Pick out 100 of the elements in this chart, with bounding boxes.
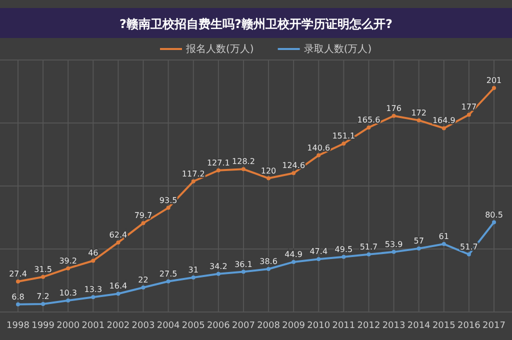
point: [216, 168, 220, 172]
point: [416, 118, 421, 122]
point: [191, 179, 196, 184]
legend-label: 报名人数(万人): [185, 43, 254, 55]
x-tick-label: 2000: [56, 321, 80, 331]
data-label: 201: [486, 76, 502, 85]
x-tick-label: 2007: [232, 321, 255, 331]
data-label: 120: [260, 166, 276, 176]
x-tick-label: 2015: [432, 321, 456, 331]
data-label: 31: [188, 265, 198, 274]
point: [41, 302, 46, 306]
data-label: 16.4: [109, 282, 128, 291]
x-tick-label: 2001: [82, 321, 105, 331]
data-label: 177: [461, 102, 477, 112]
chart-title: ?赣南卫校招自费生吗?赣州卫校开学历证明怎么开?: [120, 17, 392, 31]
x-tick-label: 2002: [106, 321, 130, 331]
point: [442, 242, 446, 246]
point: [492, 220, 496, 224]
data-label: 47.4: [310, 247, 328, 256]
data-label: 164.9: [432, 116, 456, 126]
data-label: 51.7: [360, 242, 378, 252]
point: [366, 252, 371, 256]
point: [266, 176, 271, 180]
data-label: 127.1: [206, 158, 230, 168]
data-label: 176: [386, 104, 402, 113]
point: [342, 142, 346, 146]
data-label: 31.5: [34, 264, 52, 274]
point: [141, 221, 146, 226]
point: [466, 252, 471, 256]
point: [442, 126, 446, 130]
data-label: 172: [411, 108, 426, 118]
point: [216, 272, 220, 276]
x-tick-label: 2004: [156, 321, 180, 331]
point: [241, 167, 246, 172]
point: [342, 254, 346, 259]
point: [116, 292, 120, 296]
data-label: 10.3: [59, 288, 78, 298]
data-label: 80.5: [485, 210, 503, 220]
x-tick-label: 2006: [206, 321, 230, 331]
data-label: 79.7: [134, 211, 152, 220]
x-tick-label: 2012: [357, 321, 380, 331]
x-tick-label: 2008: [257, 321, 280, 331]
data-label: 36.1: [234, 260, 252, 269]
point: [392, 250, 396, 254]
point: [266, 266, 271, 271]
data-label: 124.6: [282, 161, 306, 170]
data-label: 49.5: [334, 244, 353, 254]
data-label: 27.4: [9, 269, 27, 278]
point: [492, 86, 496, 90]
point: [66, 266, 70, 270]
point: [41, 274, 46, 279]
data-label: 7.2: [36, 292, 50, 301]
point: [466, 112, 471, 117]
point: [16, 302, 20, 306]
x-tick-label: 2003: [132, 321, 155, 331]
x-tick-label: 2011: [332, 321, 356, 331]
point: [416, 246, 421, 250]
x-tick-label: 2014: [407, 321, 431, 331]
data-label: 151.1: [332, 132, 356, 141]
x-tick-label: 2016: [457, 321, 481, 331]
point: [366, 125, 371, 130]
data-label: 44.9: [284, 250, 302, 259]
point: [16, 279, 20, 284]
data-label: 39.2: [59, 256, 78, 266]
x-tick-label: 1999: [32, 321, 55, 331]
data-label: 140.6: [307, 143, 330, 152]
data-label: 27.5: [159, 269, 178, 278]
point: [241, 270, 246, 274]
point: [292, 171, 296, 176]
point: [316, 153, 321, 158]
data-label: 53.9: [384, 240, 403, 249]
data-label: 165.6: [357, 115, 380, 124]
x-tick-label: 2010: [307, 321, 330, 331]
x-tick-label: 1998: [6, 321, 30, 331]
point: [166, 279, 170, 284]
data-label: 57: [414, 236, 424, 246]
point: [91, 258, 96, 263]
point: [116, 240, 120, 244]
point: [316, 257, 321, 262]
legend-label: 录取人数(万人): [304, 44, 372, 55]
x-tick-label: 2009: [282, 321, 306, 331]
data-label: 38.6: [260, 256, 278, 266]
point: [166, 206, 170, 210]
point: [292, 260, 296, 264]
data-label: 6.8: [12, 292, 24, 302]
point: [91, 295, 96, 300]
data-label: 117.2: [182, 169, 205, 178]
x-tick-label: 2013: [382, 321, 406, 331]
data-label: 62.4: [109, 230, 128, 240]
data-label: 61: [438, 232, 449, 242]
data-label: 128.2: [232, 157, 255, 166]
x-tick-label: 2017: [482, 321, 506, 331]
point: [392, 114, 396, 118]
data-label: 13.3: [84, 285, 102, 294]
data-label: 46: [88, 248, 98, 258]
data-label: 22: [138, 275, 148, 284]
x-tick-label: 2005: [182, 321, 205, 331]
point: [66, 298, 70, 303]
data-label: 34.2: [210, 262, 228, 271]
point: [141, 285, 146, 290]
